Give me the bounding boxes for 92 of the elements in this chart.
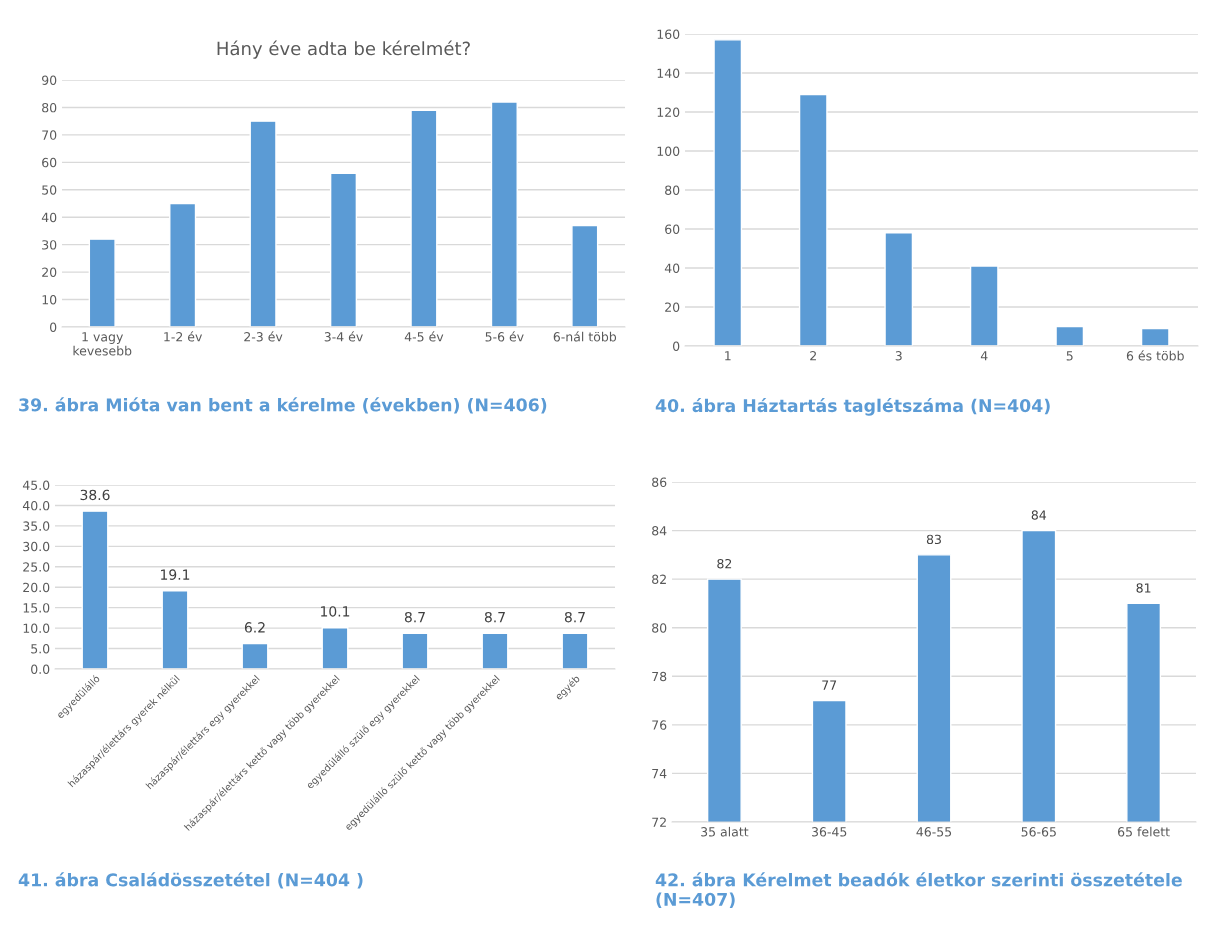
- y-tick-label: 20: [42, 267, 57, 278]
- bar: [401, 632, 429, 669]
- data-label: 38.6: [80, 489, 110, 501]
- y-tick-label: 15.0: [23, 603, 50, 613]
- y-tick-label: 40: [664, 263, 680, 273]
- y-tick-label: 30.0: [23, 541, 50, 552]
- data-label: 84: [1031, 510, 1047, 520]
- y-tick-label: 78: [652, 671, 667, 682]
- y-tick-label: 70: [42, 130, 57, 140]
- x-tick-label: 1-2 év: [164, 331, 203, 342]
- text: 40. ábra Háztartás taglétszáma (N=404): [655, 398, 1050, 416]
- bar: [321, 627, 349, 669]
- bar: [169, 202, 197, 327]
- x-tick-label: 3-4 év: [324, 331, 363, 342]
- data-label: 6.2: [244, 622, 265, 633]
- data-label: 77: [822, 680, 837, 690]
- x-tick-label: 2: [810, 351, 816, 361]
- y-tick-label: 90: [42, 75, 57, 85]
- y-tick-label: 80: [665, 185, 680, 195]
- y-tick-label: 25.0: [23, 562, 50, 572]
- y-tick-label: 20: [665, 302, 680, 312]
- y-tick-label: 80: [42, 102, 57, 113]
- chart-title: Hány éve adta be kérelmét?: [217, 40, 470, 59]
- text: 41. ábra Családösszetétel (N=404 ): [18, 872, 363, 889]
- data-label: 8.7: [564, 611, 585, 623]
- y-tick-label: 0: [50, 322, 57, 332]
- x-tick-label: 36-45: [811, 827, 847, 837]
- y-tick-label: 40: [41, 212, 57, 223]
- x-tick-label: 5: [1066, 351, 1073, 361]
- x-tick-label: 5-6 év: [485, 331, 524, 342]
- bar: [241, 642, 269, 669]
- bar: [1055, 325, 1085, 346]
- y-tick-label: 74: [652, 769, 667, 779]
- y-tick-label: 86: [652, 477, 667, 487]
- y-tick-label: 5.0: [31, 644, 50, 654]
- bar: [798, 93, 828, 346]
- bar: [490, 101, 518, 327]
- y-tick-label: 30: [42, 240, 57, 250]
- bar: [481, 632, 509, 669]
- x-tick-label: 6 és több: [1126, 350, 1184, 361]
- y-tick-label: 45.0: [22, 480, 50, 490]
- y-tick-label: 120: [657, 107, 680, 117]
- y-tick-label: 0.0: [31, 664, 50, 674]
- data-label: 81: [1136, 583, 1151, 593]
- y-tick-label: 60: [665, 224, 680, 234]
- bar: [161, 590, 189, 669]
- text: 39. ábra Mióta van bent a kérelme (években) (N=406): [19, 397, 547, 414]
- x-tick-label: 3: [895, 351, 902, 361]
- data-label: 8.7: [404, 611, 425, 623]
- y-tick-label: 10: [42, 295, 57, 305]
- data-label: 10.1: [321, 606, 350, 617]
- y-tick-label: 10.0: [23, 623, 50, 634]
- y-tick-label: 35.0: [23, 521, 50, 531]
- bar: [571, 224, 599, 327]
- bar: [329, 172, 358, 327]
- data-label: 19.1: [161, 569, 190, 580]
- x-tick-label: 6-nál több: [553, 331, 617, 342]
- y-tick-label: 80: [652, 623, 667, 633]
- x-tick-label: 46-55: [916, 827, 952, 837]
- y-tick-label: 20.0: [23, 582, 50, 593]
- y-tick-label: 60: [42, 157, 57, 168]
- bar: [1140, 327, 1170, 346]
- bar: [81, 510, 109, 669]
- text: 42. ábra Kérelmet beadók életkor szerinti összetétele (N=407): [655, 872, 1182, 908]
- y-tick-label: 76: [652, 720, 667, 730]
- y-tick-label: 0: [673, 341, 680, 351]
- x-tick-label: 4-5 év: [404, 331, 444, 342]
- x-tick-label: 56-65: [1021, 827, 1056, 837]
- bar: [410, 109, 438, 327]
- bar: [88, 238, 116, 327]
- data-label: 8.7: [484, 611, 505, 623]
- y-tick-label: 100: [657, 146, 680, 156]
- data-label: 82: [717, 558, 732, 569]
- bar: [561, 632, 589, 669]
- y-tick-label: 40.0: [22, 500, 50, 511]
- y-tick-label: 82: [652, 574, 666, 585]
- bar: [884, 232, 914, 346]
- x-tick-label: 65 felett: [1118, 826, 1170, 837]
- bar: [969, 265, 999, 346]
- y-tick-label: 160: [657, 29, 680, 39]
- x-tick-label: 35 alatt: [701, 826, 749, 837]
- bar: [713, 39, 743, 346]
- y-tick-label: 84: [652, 526, 667, 536]
- y-tick-label: 50: [42, 185, 57, 195]
- x-tick-label: 4: [980, 351, 988, 361]
- data-label: 83: [926, 534, 941, 545]
- bar: [249, 120, 277, 327]
- y-tick-label: 72: [652, 817, 666, 827]
- x-tick-label: 1 vagy kevesebb: [73, 332, 132, 356]
- x-tick-label: 2-3 év: [244, 331, 283, 342]
- x-tick-label: 1: [725, 351, 731, 361]
- y-tick-label: 140: [657, 68, 680, 78]
